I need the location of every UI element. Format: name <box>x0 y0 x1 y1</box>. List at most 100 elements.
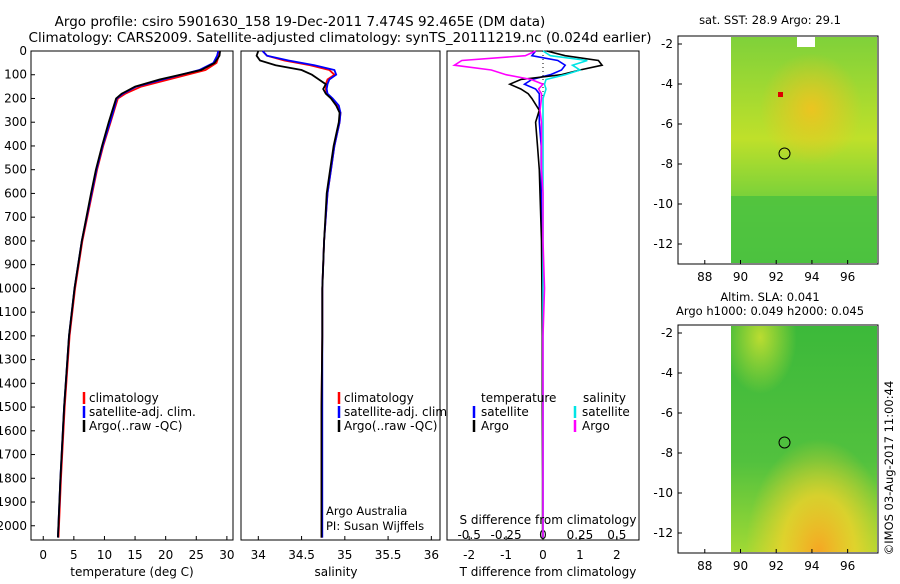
map-x-tick-label: 96 <box>840 559 855 573</box>
difference-line-4 <box>452 50 546 538</box>
map-y-tick-label: -6 <box>661 406 673 420</box>
argo-australia-label: Argo Australia <box>326 504 407 518</box>
legend-s-satellite-label: satellite <box>582 405 630 419</box>
series-line-3 <box>255 50 341 538</box>
map-y-tick-label: -4 <box>661 77 673 91</box>
legend-climatology-label: climatology <box>89 391 159 405</box>
map-y-tick-label: -10 <box>653 486 673 500</box>
x-tick-label: 10 <box>97 548 112 562</box>
legend-s-argo-label: Argo <box>582 419 610 433</box>
x-tick-label: 36 <box>424 548 439 562</box>
x-tick-label: -2 <box>463 548 475 562</box>
depth-tick-label: 300 <box>4 115 27 129</box>
map-y-tick-label: -6 <box>661 117 673 131</box>
map-y-tick-label: -12 <box>653 526 673 540</box>
depth-tick-label: 800 <box>4 234 27 248</box>
salinity-series <box>255 50 342 538</box>
header-line-2: Climatology: CARS2009. Satellite-adjuste… <box>29 30 652 46</box>
sst-warm-patch <box>731 37 877 197</box>
map-y-tick-label: -8 <box>661 446 673 460</box>
sst-argo-marker <box>778 147 791 160</box>
depth-tick-label: 600 <box>4 186 27 200</box>
salinity-legend: climatology satellite-adj. clim. Argo(..… <box>337 391 451 433</box>
depth-tick-label: 1200 <box>0 329 27 343</box>
map-x-tick-label: 90 <box>733 270 748 284</box>
t-difference-x-ticks: -2 -1 0 1 2 <box>463 536 621 562</box>
sst-x-ticks: 88 90 92 94 96 <box>697 260 855 284</box>
depth-tick-label: 1700 <box>0 448 27 462</box>
s-tick-label: -0.5 <box>457 528 480 542</box>
depth-tick-label: 1000 <box>0 281 27 295</box>
depth-tick-label: 1300 <box>0 353 27 367</box>
map-y-tick-label: -4 <box>661 366 673 380</box>
sla-y-ticks: -2 -4 -6 -8 -10 -12 <box>653 326 682 540</box>
depth-tick-label: 700 <box>4 210 27 224</box>
t-difference-label: T difference from climatology <box>459 565 637 579</box>
map-y-tick-label: -12 <box>653 237 673 251</box>
map-x-tick-label: 92 <box>769 270 784 284</box>
salinity-x-ticks: 34 34.5 35 35.5 36 <box>251 536 439 562</box>
x-tick-label: 30 <box>219 548 234 562</box>
legend-temperature-title: temperature <box>481 391 556 405</box>
x-tick-label: 2 <box>613 548 621 562</box>
temperature-x-ticks: 0 5 10 15 20 25 30 <box>39 536 235 562</box>
depth-ticks: 0 100 200 300 400 500 600 700 800 900 1000 1100 1200… <box>0 44 451 533</box>
map-y-tick-label: -10 <box>653 197 673 211</box>
temperature-axes-frame <box>30 50 234 541</box>
depth-tick-label: 2000 <box>0 519 27 533</box>
sla-warm-patch <box>731 326 877 552</box>
legend-satellite-label: satellite-adj. clim. <box>344 405 451 419</box>
depth-tick-label: 100 <box>4 68 27 82</box>
x-tick-label: 35 <box>337 548 352 562</box>
sla-x-ticks: 88 90 92 94 96 <box>697 549 855 573</box>
x-tick-label: 34.5 <box>288 548 315 562</box>
s-tick-label: 0.25 <box>567 528 594 542</box>
x-tick-label: 20 <box>158 548 173 562</box>
sst-map-panel: sat. SST: 28.9 Argo: 29.1 88 90 92 94 96 -2-… <box>653 13 879 284</box>
legend-argo-label: Argo(..raw -QC) <box>344 419 437 433</box>
depth-tick-label: 1400 <box>0 376 27 390</box>
depth-tick-label: 1800 <box>0 471 27 485</box>
difference-series <box>452 50 604 540</box>
legend-climatology-label: climatology <box>344 391 414 405</box>
sst-south-band <box>731 196 877 263</box>
temperature-x-label: temperature (deg C) <box>70 565 193 579</box>
s-tick-label: -0.25 <box>491 528 522 542</box>
sst-y-ticks: -2 -4 -6 -8 -10 -12 <box>653 37 682 251</box>
sst-hot-pixel <box>778 92 783 97</box>
map-x-tick-label: 96 <box>840 270 855 284</box>
series-line-3 <box>57 50 221 538</box>
legend-salinity-title: salinity <box>583 391 626 405</box>
x-tick-label: 0 <box>539 548 547 562</box>
depth-tick-label: 1900 <box>0 495 27 509</box>
depth-tick-label: 0 <box>19 44 27 58</box>
sla-map-title: Altim. SLA: 0.041 <box>720 290 819 304</box>
x-tick-label: 15 <box>127 548 142 562</box>
difference-legend: temperature salinity satellite Argo sate… <box>472 391 630 433</box>
difference-panel: -2 -1 0 1 2 -0.5 -0.25 0 0.25 0.5 S difference f… <box>446 50 640 579</box>
map-y-tick-label: -2 <box>661 37 673 51</box>
salinity-axes-frame <box>240 50 441 541</box>
x-tick-label: 35.5 <box>375 548 402 562</box>
s-difference-label: S difference from climatology <box>460 513 637 527</box>
map-x-tick-label: 92 <box>769 559 784 573</box>
difference-line-2 <box>507 50 604 538</box>
sst-map-title: sat. SST: 28.9 Argo: 29.1 <box>699 13 841 27</box>
s-tick-label: 0.5 <box>607 528 626 542</box>
temperature-legend: climatology satellite-adj. clim. Argo(..… <box>82 391 196 433</box>
legend-t-argo-label: Argo <box>481 419 509 433</box>
map-y-tick-label: -8 <box>661 157 673 171</box>
map-y-tick-label: -2 <box>661 326 673 340</box>
map-x-tick-label: 94 <box>804 559 819 573</box>
depth-tick-label: 1100 <box>0 305 27 319</box>
x-tick-label: 1 <box>576 548 584 562</box>
x-tick-label: 0 <box>39 548 47 562</box>
map-x-tick-label: 90 <box>733 559 748 573</box>
map-x-tick-label: 88 <box>697 559 712 573</box>
header-line-1: Argo profile: csiro 5901630_158 19-Dec-2… <box>55 14 546 30</box>
salinity-x-label: salinity <box>314 565 357 579</box>
depth-tick-label: 900 <box>4 258 27 272</box>
x-tick-label: -1 <box>500 548 512 562</box>
sst-missing-cell <box>797 37 815 47</box>
temperature-panel: 0100200300400500600700800900100011001200… <box>0 44 451 579</box>
